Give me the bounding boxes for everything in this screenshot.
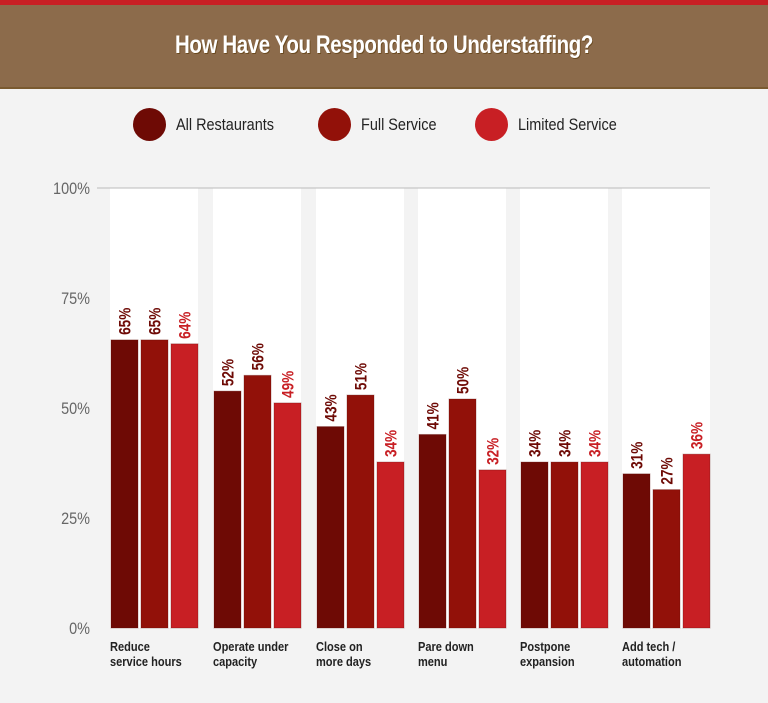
legend: All Restaurants Full Service Limited Servi…	[0, 108, 768, 141]
bar	[376, 461, 405, 629]
bar	[316, 426, 345, 629]
data-label: 34%	[586, 430, 605, 457]
bar	[213, 390, 242, 629]
category-label: Reduce	[110, 639, 150, 654]
data-label: 41%	[424, 402, 443, 429]
y-tick-label: 0%	[69, 620, 90, 638]
legend-label: Limited Service	[518, 114, 618, 134]
header-banner: How Have You Responded to Understaffing?	[0, 5, 768, 89]
data-label: 31%	[628, 441, 647, 468]
bar	[243, 374, 272, 629]
bar	[682, 453, 711, 629]
category-label: service hours	[110, 654, 182, 669]
data-label: 34%	[382, 430, 401, 457]
legend-label: All Restaurants	[176, 114, 275, 134]
category-label: more days	[316, 654, 371, 669]
data-label: 65%	[116, 307, 135, 334]
data-label: 43%	[322, 394, 341, 421]
category-label: expansion	[520, 654, 575, 669]
bar	[520, 461, 549, 629]
category-label: Add tech /	[622, 639, 676, 654]
legend-label: Full Service	[360, 114, 437, 134]
bar	[346, 394, 375, 629]
legend-item: Limited Service	[475, 108, 634, 141]
category-label: menu	[418, 654, 447, 669]
top-accent-bar	[0, 0, 768, 5]
bar	[652, 489, 681, 629]
y-tick-label: 25%	[61, 510, 90, 528]
category-label: Close on	[316, 639, 363, 654]
category-label: Postpone	[520, 639, 571, 654]
data-label: 49%	[279, 370, 298, 397]
data-label: 50%	[454, 367, 473, 394]
data-label: 32%	[484, 437, 503, 464]
bar	[550, 461, 579, 629]
bar	[273, 402, 302, 629]
y-tick-label: 50%	[61, 400, 90, 418]
legend-item: All Restaurants	[133, 108, 291, 141]
bar	[110, 339, 139, 629]
bar	[418, 433, 447, 629]
data-label: 27%	[658, 457, 677, 484]
data-label: 52%	[219, 359, 238, 386]
legend-swatch	[475, 108, 509, 141]
category-label: Pare down	[418, 639, 474, 654]
bar	[580, 461, 609, 629]
category-label: capacity	[213, 654, 257, 669]
bar	[622, 473, 651, 629]
category-label: Operate under	[213, 639, 289, 654]
bar	[448, 398, 477, 629]
bar	[170, 343, 199, 629]
data-label: 64%	[176, 311, 195, 338]
y-tick-label: 100%	[53, 180, 90, 198]
data-label: 56%	[249, 343, 268, 370]
legend-swatch	[317, 108, 351, 141]
data-label: 36%	[688, 422, 707, 449]
data-label: 34%	[556, 430, 575, 457]
bar	[478, 469, 507, 629]
y-tick-label: 75%	[61, 290, 90, 308]
legend-item: Full Service	[317, 108, 450, 141]
data-label: 65%	[146, 307, 165, 334]
chart-title: How Have You Responded to Understaffing?	[175, 31, 593, 59]
data-label: 34%	[526, 430, 545, 457]
legend-swatch	[133, 108, 167, 141]
data-label: 51%	[352, 363, 371, 390]
bar	[140, 339, 169, 629]
category-label: automation	[622, 654, 681, 669]
